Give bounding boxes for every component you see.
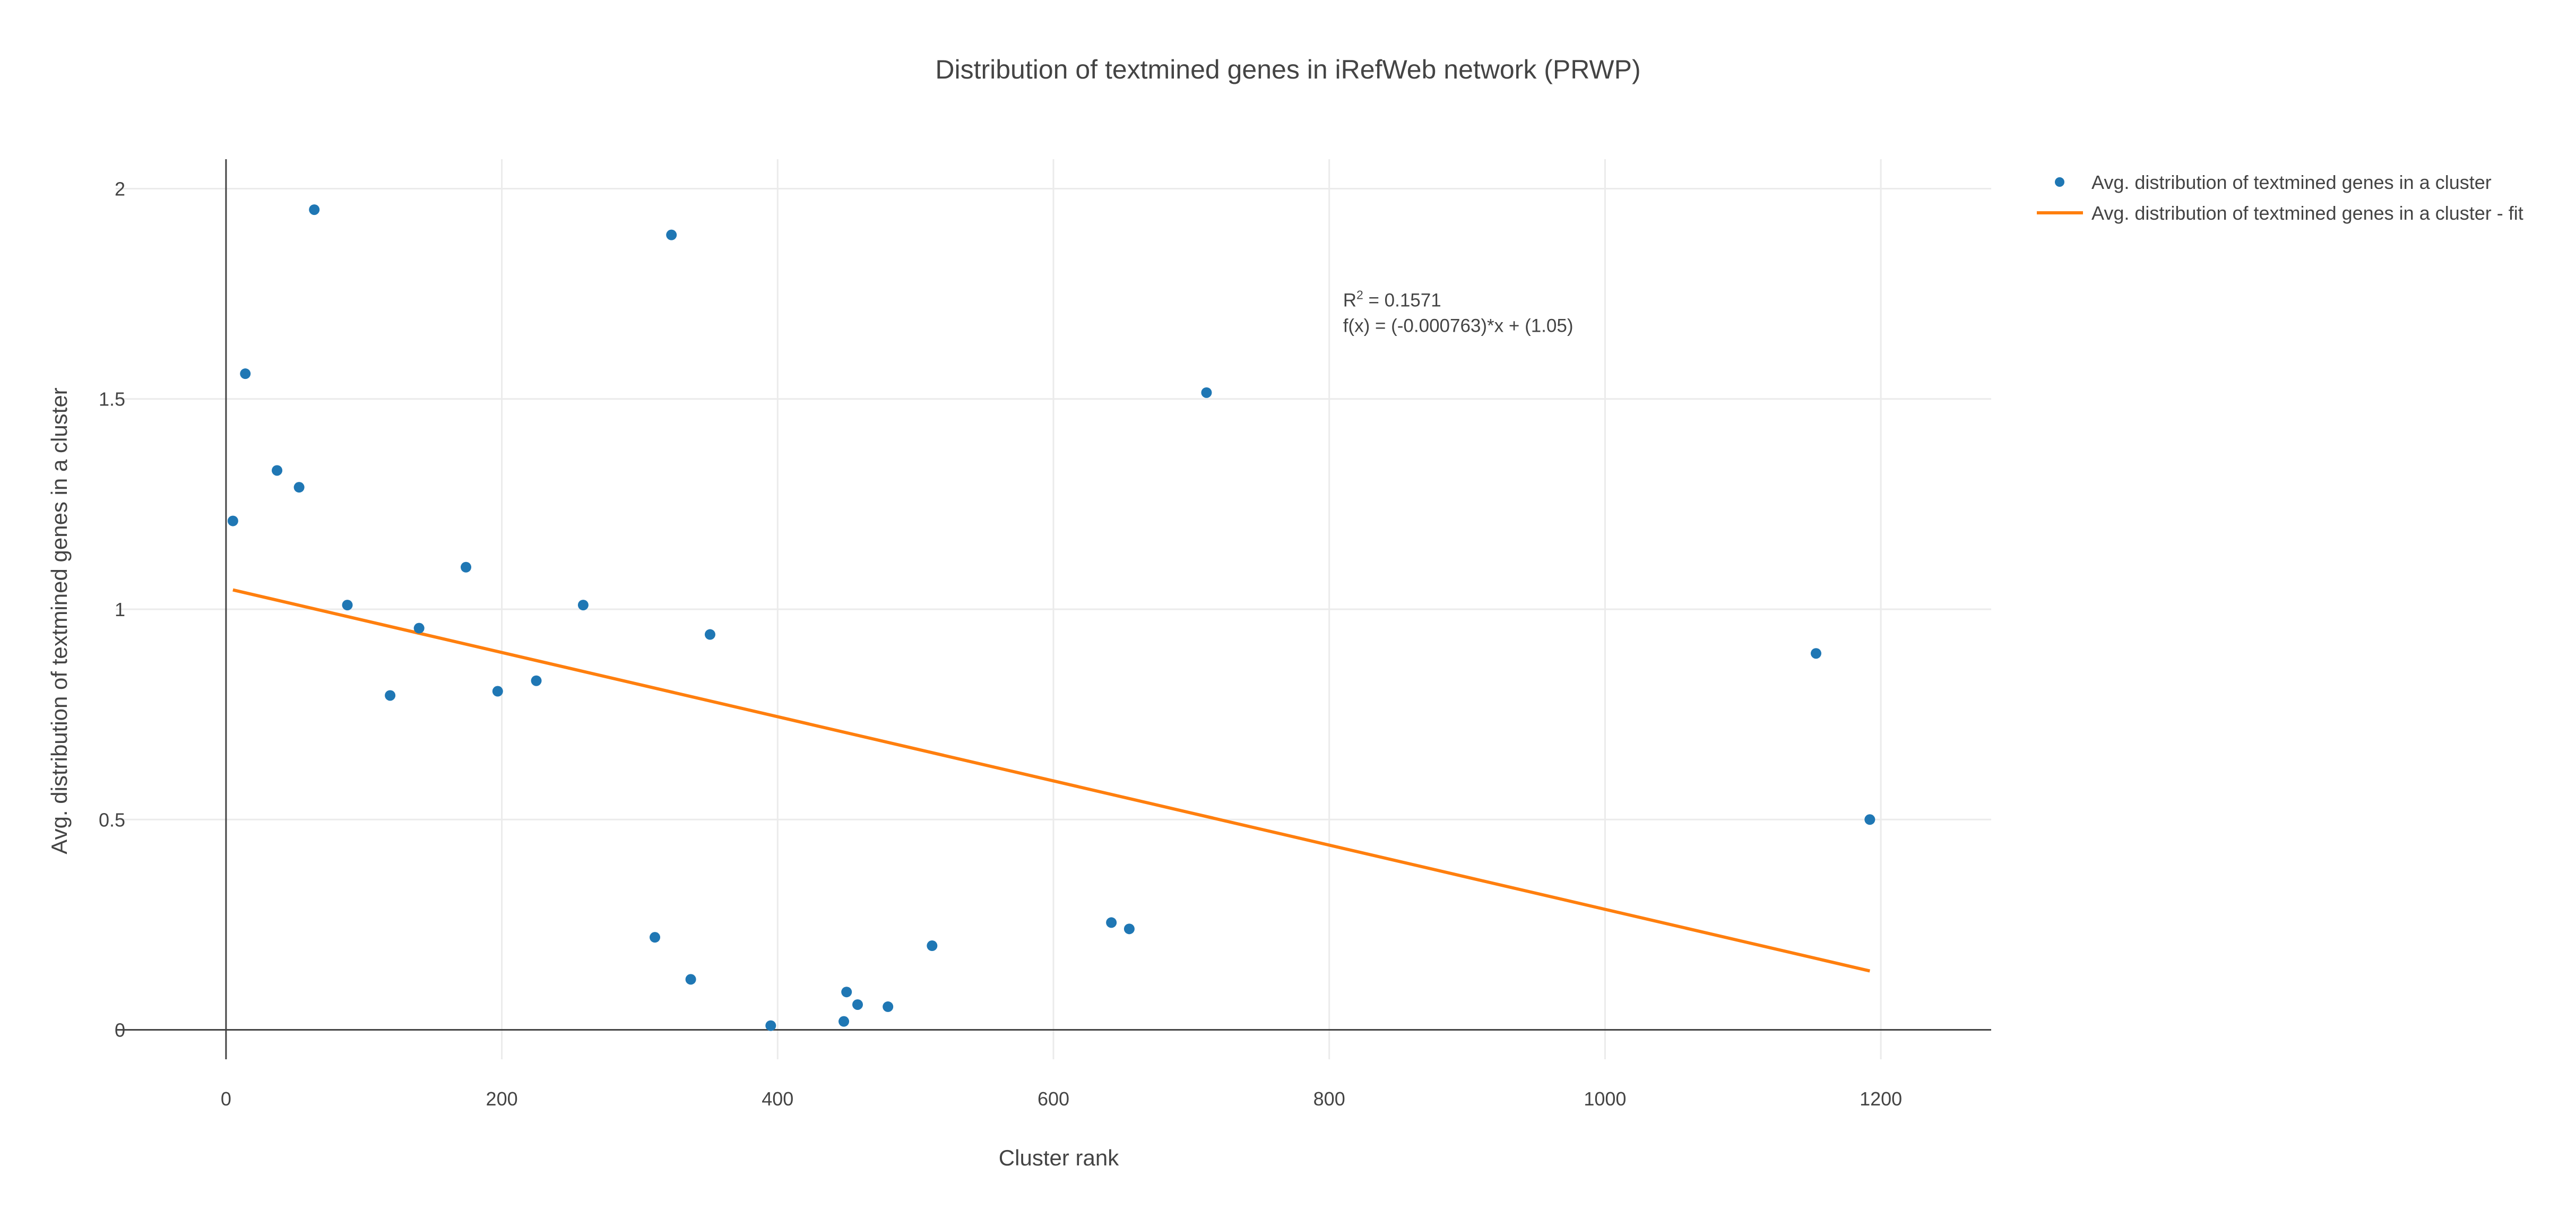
x-tick-label: 1200: [1860, 1088, 1902, 1110]
data-point: [841, 987, 852, 998]
data-point: [883, 1001, 894, 1012]
data-point: [309, 204, 320, 215]
data-point: [1864, 814, 1875, 825]
y-tick-label: 2: [115, 178, 125, 200]
gridlines: [116, 159, 1991, 1059]
data-point: [704, 629, 715, 640]
data-point: [1106, 917, 1117, 928]
data-point: [577, 600, 589, 611]
data-point: [685, 974, 696, 985]
x-axis-ticks: 0 200 400 600 800 1000 1200: [221, 1088, 1902, 1110]
data-point: [385, 690, 396, 701]
data-point: [413, 623, 425, 634]
legend-label-scatter: Avg. distribution of textmined genes in …: [2091, 171, 2492, 193]
fit-line: [232, 588, 1871, 973]
x-tick-label: 0: [221, 1088, 231, 1110]
data-point: [531, 675, 542, 686]
axes: [116, 159, 1991, 1059]
x-tick-label: 800: [1313, 1088, 1345, 1110]
chart-title: Distribution of textmined genes in iRefW…: [935, 55, 1640, 84]
data-point: [765, 1020, 776, 1031]
y-tick-label: 0.5: [99, 809, 125, 831]
y-axis-ticks: 0 0.5 1 1.5 2: [99, 178, 125, 1041]
r-squared-text: R2 = 0.1571: [1343, 288, 1441, 310]
y-axis-label: Avg. distribution of textmined genes in …: [47, 387, 72, 854]
data-point: [650, 932, 661, 943]
x-tick-label: 600: [1038, 1088, 1069, 1110]
y-tick-label: 0: [115, 1019, 125, 1041]
data-point: [852, 999, 863, 1010]
data-point: [492, 686, 503, 697]
legend-label-fit: Avg. distribution of textmined genes in …: [2091, 202, 2523, 224]
data-point: [666, 229, 677, 240]
scatter-points: [227, 204, 1875, 1031]
y-tick-label: 1.5: [99, 388, 125, 410]
y-tick-label: 1: [115, 599, 125, 620]
data-point: [272, 465, 283, 476]
legend: Avg. distribution of textmined genes in …: [2037, 171, 2523, 224]
r-squared-prefix: R: [1343, 290, 1356, 310]
r-squared-superscript: 2: [1356, 288, 1363, 301]
data-point: [461, 561, 472, 573]
data-point: [240, 368, 251, 379]
data-point: [839, 1016, 850, 1027]
x-tick-label: 200: [486, 1088, 518, 1110]
data-point: [293, 482, 305, 493]
legend-marker-scatter: [2055, 177, 2064, 187]
regression-annotation: R2 = 0.1571 f(x) = (-0.000763)*x + (1.05…: [1343, 288, 1574, 336]
data-point: [1123, 923, 1135, 935]
fit-line-layer: [232, 588, 1871, 973]
fit-equation-text: f(x) = (-0.000763)*x + (1.05): [1343, 315, 1574, 336]
data-point: [1201, 387, 1212, 398]
x-tick-label: 400: [762, 1088, 793, 1110]
data-point: [342, 600, 353, 611]
data-point: [1810, 648, 1821, 659]
x-axis-label: Cluster rank: [999, 1145, 1119, 1170]
data-point: [227, 515, 238, 526]
data-point: [927, 940, 938, 952]
r-squared-value: = 0.1571: [1363, 290, 1441, 310]
x-tick-label: 1000: [1584, 1088, 1626, 1110]
